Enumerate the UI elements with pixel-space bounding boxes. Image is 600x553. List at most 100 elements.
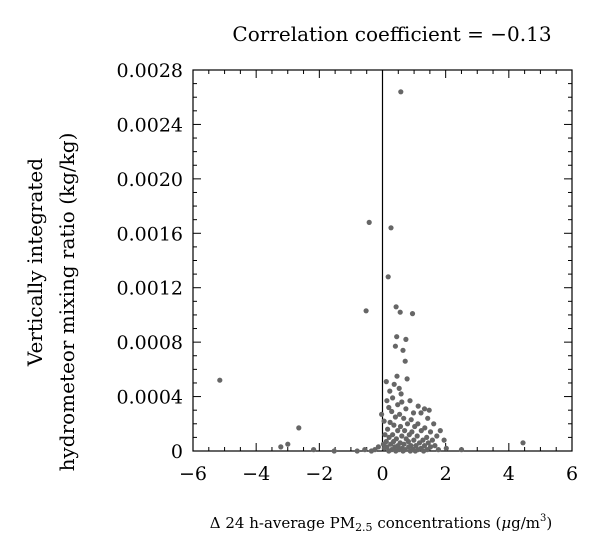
data-point	[407, 448, 413, 454]
data-point	[397, 423, 404, 430]
data-point	[385, 426, 391, 432]
data-point	[217, 377, 223, 383]
data-point	[398, 89, 404, 95]
x-tick-label: 0	[376, 463, 388, 485]
data-point	[441, 437, 447, 443]
data-point	[379, 411, 385, 417]
data-point	[278, 444, 284, 450]
data-point	[386, 448, 392, 454]
data-point	[421, 448, 427, 454]
data-point	[381, 418, 387, 424]
data-point	[387, 388, 393, 394]
data-point	[384, 398, 390, 404]
y-tick-label: 0.0020	[117, 169, 183, 191]
data-point	[401, 415, 407, 421]
data-point	[381, 445, 387, 451]
data-point	[415, 403, 421, 409]
data-point	[397, 411, 403, 417]
data-point	[296, 425, 302, 431]
data-point	[391, 422, 397, 428]
data-point	[414, 433, 420, 439]
data-point	[390, 395, 396, 401]
data-point	[368, 448, 374, 454]
data-point	[431, 421, 437, 427]
x-tick-label: −6	[179, 463, 207, 485]
data-point	[426, 407, 432, 413]
data-point	[412, 423, 418, 430]
data-point	[400, 347, 406, 353]
data-point	[413, 443, 419, 449]
data-point	[392, 414, 398, 420]
data-point	[402, 358, 408, 364]
x-tick-label: 6	[566, 463, 578, 485]
data-point	[394, 334, 400, 340]
y-axis-title: Vertically integrated hydrometeor mixing…	[23, 133, 79, 472]
data-point	[412, 448, 418, 454]
data-point	[388, 441, 394, 447]
data-point	[362, 447, 368, 453]
data-point	[395, 402, 401, 408]
y-tick-label: 0	[171, 441, 183, 463]
data-point	[425, 415, 431, 421]
data-point	[387, 419, 393, 425]
y-tick-label: 0.0024	[117, 114, 183, 136]
data-point	[435, 447, 441, 453]
y-axis-title-line-1: Vertically integrated	[23, 158, 47, 367]
y-axis-title-line-2: hydrometeor mixing ratio (kg/kg)	[55, 133, 79, 472]
data-point	[331, 448, 337, 454]
data-point	[366, 219, 372, 225]
data-point	[427, 429, 434, 435]
data-point	[408, 417, 414, 423]
data-point	[401, 441, 407, 447]
data-point	[443, 445, 449, 451]
y-tick-label: 0.0012	[117, 278, 183, 300]
data-point	[425, 440, 431, 446]
data-point	[432, 443, 438, 449]
data-point	[380, 441, 386, 447]
data-point	[418, 428, 424, 434]
x-tick-label: 2	[440, 463, 452, 485]
data-point	[416, 440, 423, 446]
y-tick-label: 0.0028	[117, 60, 183, 82]
data-point	[391, 381, 397, 387]
data-point	[437, 428, 443, 434]
data-point	[285, 441, 291, 447]
data-point	[395, 428, 401, 434]
data-point	[388, 225, 394, 231]
data-point	[410, 410, 417, 416]
data-point	[385, 274, 391, 280]
data-point	[406, 444, 412, 450]
y-tick-label: 0.0016	[117, 223, 183, 245]
y-tick-label: 0.0008	[117, 332, 183, 354]
x-axis-title: Δ 24 h-average PM2.5 concentrations (μg/…	[210, 513, 552, 534]
data-point	[399, 433, 405, 439]
data-point	[375, 444, 381, 450]
data-point	[311, 447, 317, 453]
data-point	[404, 421, 411, 427]
data-point	[409, 311, 416, 317]
plot-area: −6 −4 −2 0 2 4 6 0 0.0004 0.0008 0.0012 0.0016 0.002…	[117, 60, 579, 485]
data-point	[407, 398, 413, 404]
data-point	[422, 425, 428, 431]
data-point	[458, 447, 465, 453]
data-point	[394, 373, 400, 379]
data-point	[421, 406, 428, 412]
data-point	[390, 432, 396, 438]
data-point	[421, 443, 428, 449]
data-point	[363, 308, 369, 314]
data-point	[429, 437, 435, 443]
data-point	[389, 408, 395, 415]
data-point	[424, 434, 430, 440]
data-point	[386, 404, 392, 411]
data-point	[404, 376, 410, 382]
data-point	[396, 385, 402, 391]
data-point	[403, 336, 409, 342]
data-point	[383, 379, 389, 385]
data-point	[403, 406, 409, 412]
x-tick-label: −4	[242, 463, 270, 485]
x-tick-label: 4	[503, 463, 515, 485]
data-point	[386, 434, 392, 440]
data-point	[411, 437, 417, 443]
data-point	[406, 432, 412, 438]
